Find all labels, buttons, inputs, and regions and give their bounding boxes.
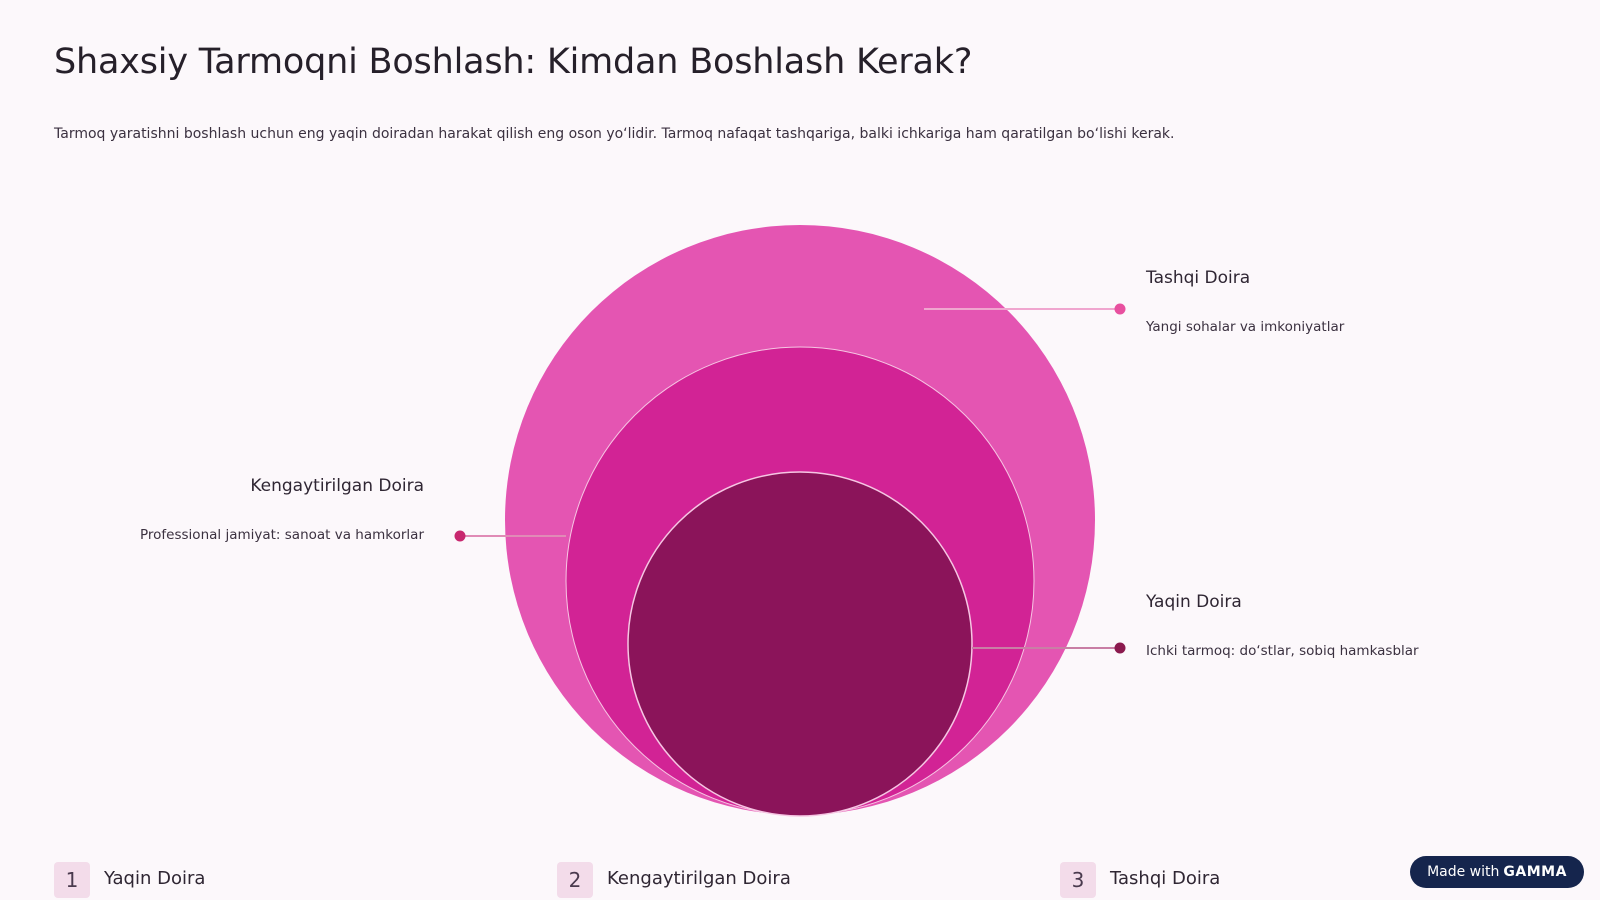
outer-circle-description: Yangi sohalar va imkoniyatlar — [1146, 319, 1345, 335]
step-item-3: 3 Tashqi Doira — [1060, 862, 1220, 900]
page-title: Shaxsiy Tarmoqni Boshlash: Kimdan Boshla… — [54, 42, 973, 82]
step-label: Tashqi Doira — [1110, 868, 1221, 889]
step-number: 3 — [1060, 862, 1096, 898]
step-number: 1 — [54, 862, 90, 898]
middle-circle-title: Kengaytirilgan Doira — [250, 476, 424, 496]
gamma-logo: GAMMA — [1503, 864, 1567, 880]
step-label: Yaqin Doira — [104, 868, 206, 889]
badge-prefix: Made with — [1427, 864, 1500, 880]
middle-circle-description: Professional jamiyat: sanoat va hamkorla… — [140, 527, 424, 543]
outer-connector-dot — [1114, 303, 1126, 315]
page-subtitle: Tarmoq yaratishni boshlash uchun eng yaq… — [54, 126, 1175, 142]
made-with-gamma-badge[interactable]: Made with GAMMA — [1410, 856, 1584, 888]
step-item-1: 1 Yaqin Doira — [54, 862, 205, 900]
inner-connector-dot — [1114, 642, 1126, 654]
outer-circle-title: Tashqi Doira — [1146, 268, 1251, 288]
inner-circle — [627, 471, 973, 817]
step-number: 2 — [557, 862, 593, 898]
step-item-2: 2 Kengaytirilgan Doira — [557, 862, 791, 900]
inner-circle-description: Ichki tarmoq: do‘stlar, sobiq hamkasblar — [1146, 643, 1419, 659]
middle-connector-dot — [454, 530, 466, 542]
step-label: Kengaytirilgan Doira — [607, 868, 791, 889]
inner-circle-title: Yaqin Doira — [1146, 592, 1242, 612]
